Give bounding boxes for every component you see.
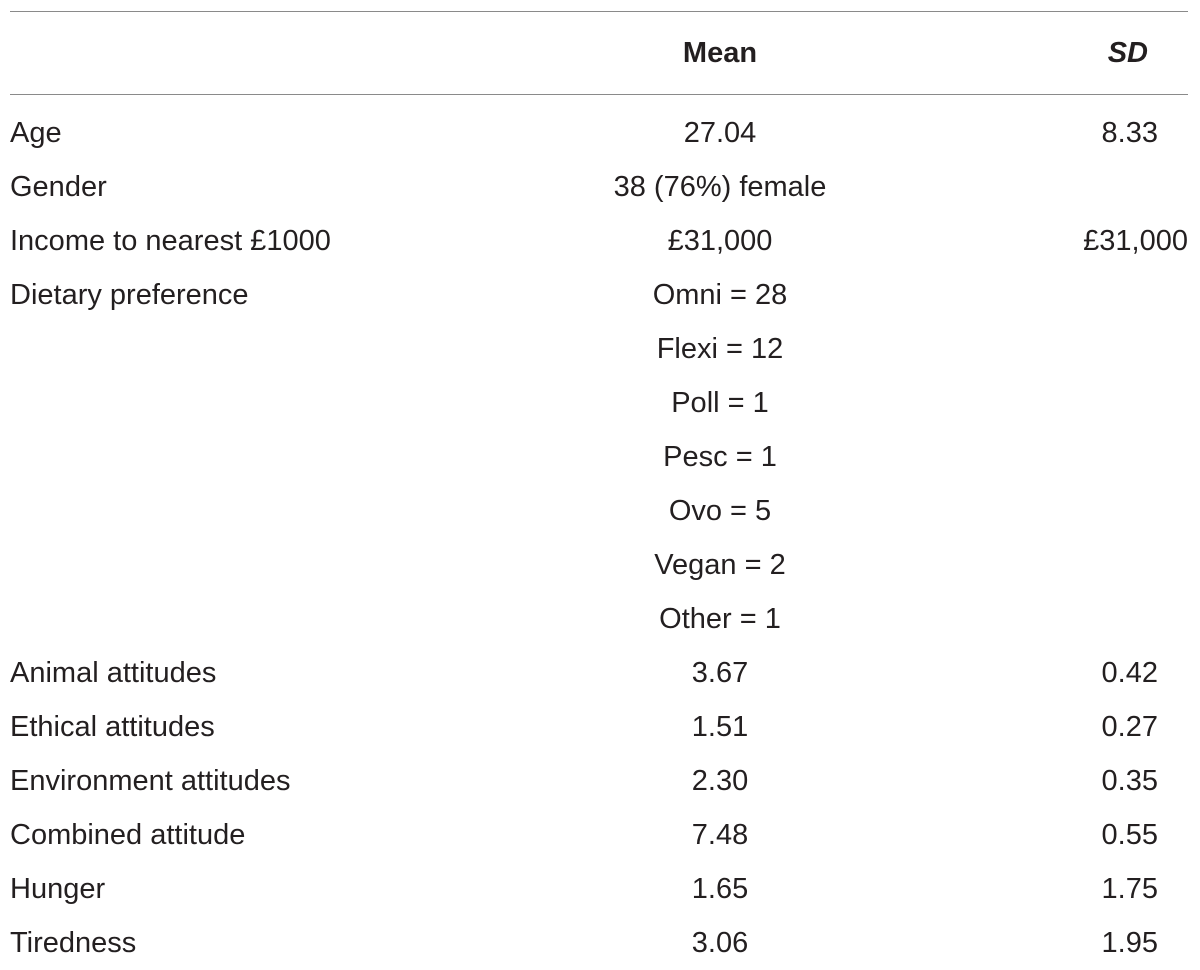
- table-row: Animal attitudes 3.67 0.42: [10, 646, 1188, 700]
- table-row: Ethical attitudes 1.51 0.27: [10, 700, 1188, 754]
- row-mean: 7.48: [691, 818, 749, 851]
- table-row: Combined attitude 7.48 0.55: [10, 808, 1188, 862]
- row-sd: 8.33: [1101, 116, 1158, 149]
- row-mean: Omni = 28: [652, 278, 788, 311]
- table-row: Income to nearest £1000 £31,000 £31,000: [10, 214, 1188, 268]
- row-mean: Other = 1: [659, 602, 781, 635]
- row-sd: 0.42: [1101, 656, 1158, 689]
- row-mean: 1.65: [691, 872, 749, 905]
- row-sd: 1.95: [1101, 926, 1158, 959]
- row-mean: Ovo = 5: [668, 494, 772, 527]
- row-mean: 27.04: [683, 116, 757, 149]
- row-mean: 2.30: [691, 764, 749, 797]
- data-table: Mean SD Age 27.04 8.33 Gender 38 (76%) f…: [10, 11, 1188, 970]
- row-sd: 0.27: [1101, 710, 1158, 743]
- row-label: Hunger: [10, 872, 106, 905]
- row-label: Gender: [10, 170, 107, 203]
- row-mean: Flexi = 12: [656, 332, 784, 365]
- row-mean: Vegan = 2: [654, 548, 786, 581]
- table-row: Hunger 1.65 1.75: [10, 862, 1188, 916]
- header-rule: [10, 94, 1188, 95]
- header-row: Mean SD: [10, 12, 1188, 94]
- row-mean: £31,000: [667, 224, 773, 257]
- row-sd: £31,000: [1083, 224, 1188, 257]
- row-label: Income to nearest £1000: [10, 224, 331, 257]
- row-label: Combined attitude: [10, 818, 246, 851]
- row-sd: 0.55: [1101, 818, 1158, 851]
- top-rule: [10, 11, 1188, 12]
- table-body: Age 27.04 8.33 Gender 38 (76%) female In…: [10, 95, 1188, 970]
- row-label: Ethical attitudes: [10, 710, 215, 743]
- table-row: Dietary preference Omni = 28: [10, 268, 1188, 322]
- table-row: Gender 38 (76%) female: [10, 160, 1188, 214]
- table-row: Other = 1: [10, 592, 1188, 646]
- table-row: Poll = 1: [10, 376, 1188, 430]
- row-mean: 3.06: [691, 926, 749, 959]
- header-sd: SD: [1107, 36, 1148, 69]
- row-label: Tiredness: [10, 926, 137, 959]
- row-label: Dietary preference: [10, 278, 249, 311]
- table-row: Flexi = 12: [10, 322, 1188, 376]
- table-row: Vegan = 2: [10, 538, 1188, 592]
- row-label: Age: [10, 116, 62, 149]
- row-label: Animal attitudes: [10, 656, 217, 689]
- header-mean: Mean: [682, 36, 758, 69]
- table-row: Tiredness 3.06 1.95: [10, 916, 1188, 970]
- row-mean: 1.51: [691, 710, 749, 743]
- row-mean: Pesc = 1: [663, 440, 777, 473]
- table-row: Pesc = 1: [10, 430, 1188, 484]
- table-row: Ovo = 5: [10, 484, 1188, 538]
- table-row: Age 27.04 8.33: [10, 106, 1188, 160]
- row-mean: 3.67: [691, 656, 749, 689]
- row-sd: 0.35: [1101, 764, 1158, 797]
- row-label: Environment attitudes: [10, 764, 291, 797]
- row-sd: 1.75: [1101, 872, 1158, 905]
- row-mean: 38 (76%) female: [613, 170, 827, 203]
- row-mean: Poll = 1: [671, 386, 769, 419]
- table-row: Environment attitudes 2.30 0.35: [10, 754, 1188, 808]
